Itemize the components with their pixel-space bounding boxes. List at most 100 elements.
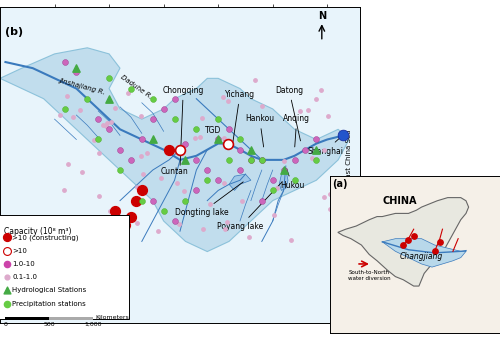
Point (196, 135, 204, 140)
Point (247, 157, 255, 163)
Point (2, 301, 10, 306)
Point (324, 113, 332, 119)
Point (192, 188, 200, 193)
Point (134, 185, 141, 190)
Point (95, 150, 103, 156)
Point (258, 198, 266, 204)
Point (2, 234, 10, 240)
Text: South-to-North
water diversion: South-to-North water diversion (348, 270, 391, 281)
Point (192, 157, 200, 163)
Point (88, 229, 96, 234)
Point (94, 137, 102, 142)
Text: Dongting lake: Dongting lake (175, 182, 243, 217)
Point (170, 218, 178, 224)
Point (224, 98, 232, 104)
Point (410, 233, 418, 238)
Point (268, 188, 276, 193)
Point (94, 116, 102, 122)
Text: Shanghai: Shanghai (307, 137, 343, 156)
Point (214, 137, 222, 142)
Bar (49, 317, 92, 320)
Point (116, 218, 124, 224)
Point (122, 222, 130, 228)
Point (204, 178, 212, 183)
Point (302, 147, 310, 152)
Point (221, 226, 229, 232)
Polygon shape (0, 48, 349, 252)
Point (214, 137, 222, 142)
Point (127, 214, 135, 220)
Point (72, 69, 80, 75)
Point (220, 135, 228, 141)
Point (247, 147, 255, 152)
Point (312, 137, 320, 142)
Text: N: N (318, 11, 326, 21)
Point (157, 175, 165, 181)
Point (326, 191, 334, 197)
Point (160, 106, 168, 112)
Point (214, 178, 222, 183)
Point (139, 172, 147, 177)
Point (225, 157, 233, 163)
Text: >10: >10 (12, 247, 27, 253)
Point (56, 113, 64, 118)
Point (280, 167, 287, 173)
Point (2, 274, 10, 280)
Point (286, 238, 294, 243)
Point (72, 65, 80, 71)
Polygon shape (280, 170, 288, 191)
Text: Poyang lake: Poyang lake (217, 182, 282, 231)
Point (105, 96, 113, 101)
Point (127, 157, 135, 163)
Point (238, 198, 246, 204)
Point (192, 126, 200, 132)
Text: Capacity (10⁸ m³): Capacity (10⁸ m³) (4, 227, 72, 236)
Point (95, 193, 103, 198)
Point (214, 116, 222, 122)
Point (148, 198, 156, 204)
Point (102, 120, 110, 125)
Point (223, 219, 231, 225)
Point (320, 147, 328, 153)
Point (85, 233, 93, 239)
Text: 1.0-10: 1.0-10 (12, 261, 35, 267)
Point (326, 206, 334, 212)
Text: Hankou: Hankou (245, 114, 274, 147)
Point (176, 147, 184, 152)
Point (176, 221, 184, 227)
Text: Cuntan: Cuntan (160, 167, 188, 176)
Point (138, 137, 146, 142)
Point (106, 208, 114, 214)
Text: 0.1-1.0: 0.1-1.0 (12, 274, 37, 280)
Point (154, 228, 162, 234)
Point (148, 96, 156, 101)
Point (273, 186, 281, 191)
Point (99, 122, 107, 128)
Point (198, 115, 206, 121)
Point (143, 151, 151, 156)
Point (110, 208, 118, 214)
Point (111, 106, 119, 111)
Point (191, 135, 199, 140)
Point (258, 104, 266, 109)
Point (102, 123, 110, 129)
Point (180, 188, 188, 193)
Text: Hydrological Stations: Hydrological Stations (12, 287, 86, 293)
Text: Anqing: Anqing (283, 114, 310, 147)
Point (236, 167, 244, 173)
Point (218, 94, 226, 100)
Text: 500: 500 (44, 322, 55, 327)
Point (312, 97, 320, 102)
Text: Daduhe R.: Daduhe R. (120, 74, 153, 100)
Point (312, 147, 320, 152)
Point (165, 147, 173, 152)
Point (160, 208, 168, 214)
Text: 0: 0 (4, 322, 8, 327)
Point (182, 141, 190, 146)
Point (148, 137, 156, 142)
Polygon shape (338, 198, 468, 286)
Point (182, 157, 190, 163)
Point (138, 198, 146, 204)
Text: Hukou: Hukou (280, 168, 304, 191)
Point (436, 239, 444, 245)
